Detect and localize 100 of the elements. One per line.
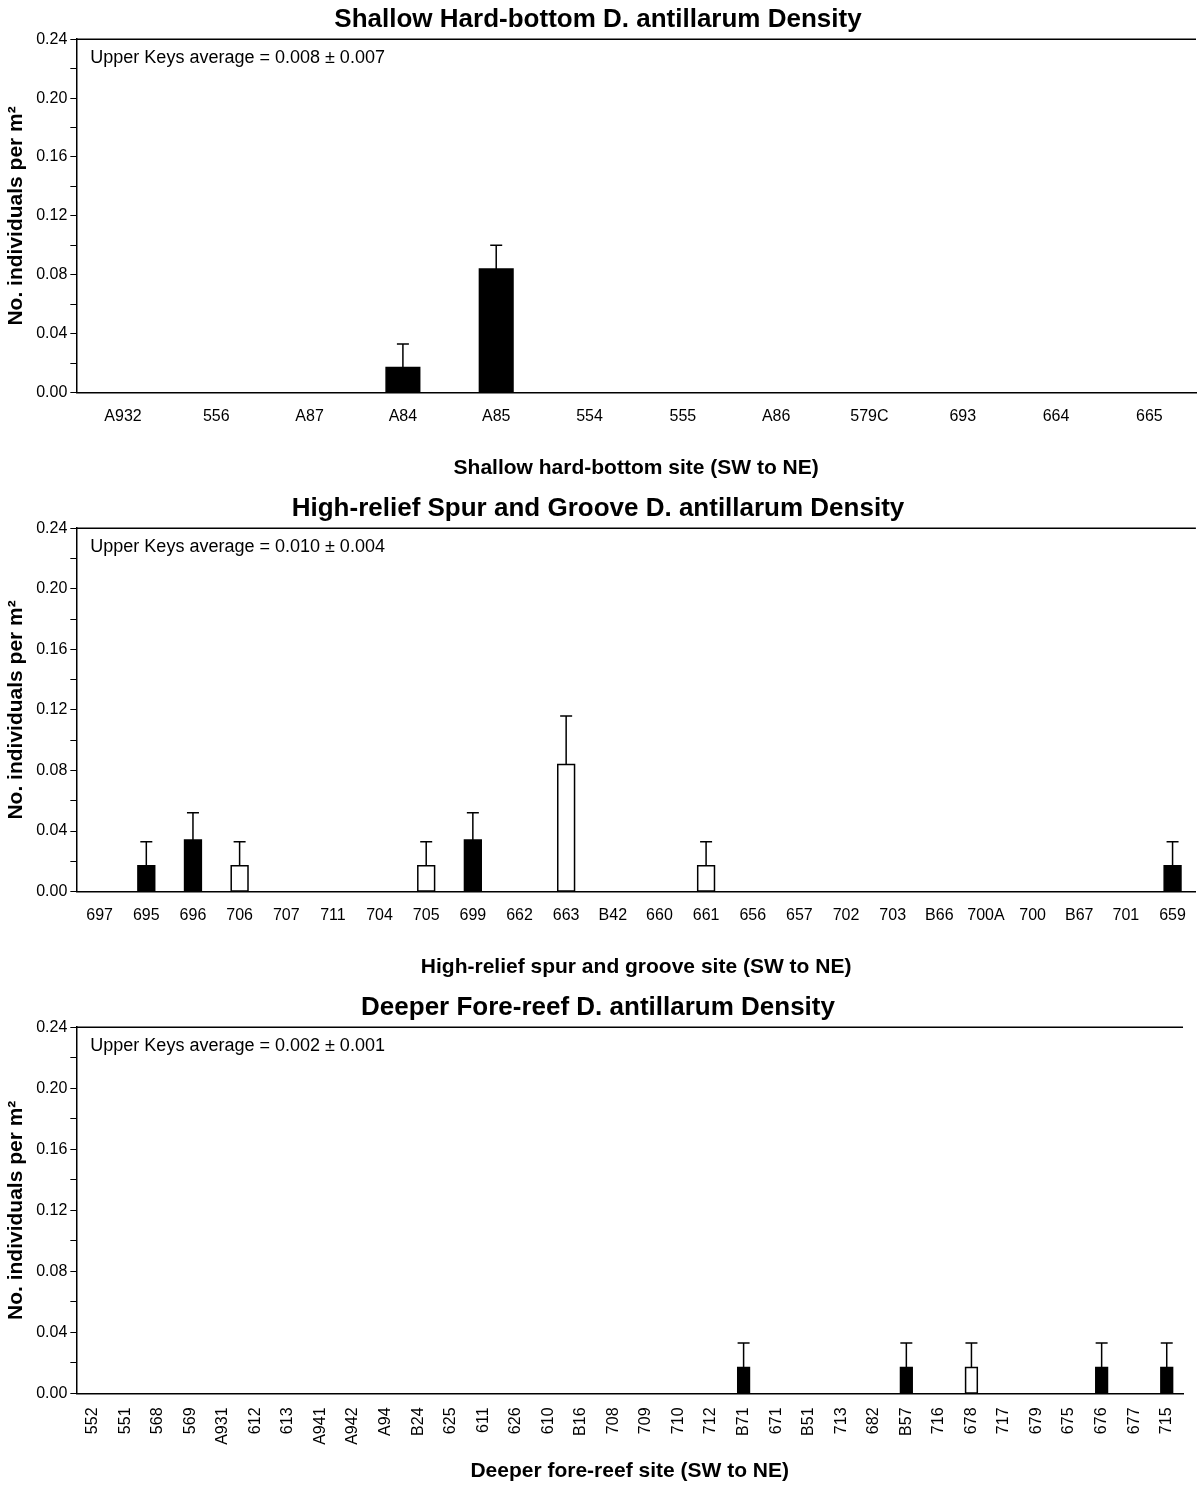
x-tick-label: 552 xyxy=(83,1407,101,1435)
annotation: Upper Keys average = 0.002 ± 0.001 xyxy=(90,1035,385,1056)
x-tick-label: 554 xyxy=(576,406,603,424)
x-tick-label: 659 xyxy=(1159,905,1187,923)
y-tick-label: 0.00 xyxy=(36,882,68,900)
x-tick-label: B24 xyxy=(408,1407,426,1436)
x-tick-label: B42 xyxy=(598,905,628,923)
y-axis-title: No. individuals per m² xyxy=(3,106,27,326)
x-tick-label: 610 xyxy=(538,1407,556,1435)
x-tick-label: 679 xyxy=(1026,1407,1044,1435)
y-tick-label: 0.08 xyxy=(36,265,68,283)
x-tick-label: A86 xyxy=(761,406,791,424)
x-tick-label: 700A xyxy=(967,905,1005,923)
y-tick-label: 0.20 xyxy=(36,579,68,597)
x-tick-label: A87 xyxy=(295,406,324,424)
x-tick-label: 708 xyxy=(603,1407,621,1435)
chart-title: Deeper Fore-reef D. antillarum Density xyxy=(361,990,836,1021)
y-axis-title: No. individuals per m² xyxy=(3,600,27,820)
x-tick-label: 660 xyxy=(646,905,673,923)
x-tick-label: B66 xyxy=(925,905,954,923)
y-tick-label: 0.00 xyxy=(36,1383,68,1401)
x-tick-label: 569 xyxy=(180,1407,198,1435)
x-tick-label: 695 xyxy=(132,905,160,923)
x-tick-label: 613 xyxy=(278,1407,296,1435)
y-tick-label: 0.24 xyxy=(36,518,68,536)
x-tick-label: 556 xyxy=(202,406,230,424)
x-tick-label: A84 xyxy=(388,406,418,424)
x-tick-label: 707 xyxy=(272,905,300,923)
x-tick-label: 717 xyxy=(994,1407,1012,1435)
x-tick-label: 676 xyxy=(1092,1407,1110,1435)
x-tick-label: 712 xyxy=(701,1407,719,1435)
x-tick-label: 715 xyxy=(1157,1407,1175,1435)
x-tick-label: A942 xyxy=(343,1407,361,1445)
x-tick-label: 612 xyxy=(245,1407,263,1435)
x-tick-label: A931 xyxy=(213,1407,231,1445)
chart-title: Shallow Hard-bottom D. antillarum Density xyxy=(334,2,863,33)
x-tick-label: A941 xyxy=(310,1407,328,1445)
x-tick-label: 700 xyxy=(1019,905,1047,923)
x-tick-label: 713 xyxy=(831,1407,849,1435)
x-tick-label: 696 xyxy=(179,905,207,923)
x-tick-label: B57 xyxy=(896,1407,914,1436)
y-tick-label: 0.20 xyxy=(36,88,68,106)
y-tick-label: 0.04 xyxy=(36,324,68,342)
annotation: Upper Keys average = 0.010 ± 0.004 xyxy=(90,536,385,557)
annotation: Upper Keys average = 0.008 ± 0.007 xyxy=(90,47,385,68)
x-tick-label: A85 xyxy=(481,406,511,424)
x-tick-label: A94 xyxy=(375,1407,393,1436)
y-tick-label: 0.00 xyxy=(36,383,68,401)
x-tick-label: 711 xyxy=(320,905,346,923)
x-tick-label: 671 xyxy=(766,1407,784,1435)
x-tick-label: 626 xyxy=(506,1407,524,1435)
x-tick-label: 701 xyxy=(1112,905,1140,923)
x-tick-label: B51 xyxy=(799,1407,817,1436)
x-axis-title: Shallow hard-bottom site (SW to NE) xyxy=(453,455,819,479)
x-tick-label: 682 xyxy=(864,1407,882,1435)
x-tick-label: 568 xyxy=(148,1407,166,1435)
x-axis-title: High-relief spur and groove site (SW to NE) xyxy=(420,954,852,978)
x-tick-label: 678 xyxy=(961,1407,979,1435)
x-tick-label: 579C xyxy=(850,406,889,424)
x-tick-label: 702 xyxy=(832,905,860,923)
y-tick-label: 0.08 xyxy=(36,760,68,778)
x-tick-label: 675 xyxy=(1059,1407,1077,1435)
y-axis-title: No. individuals per m² xyxy=(3,1100,27,1320)
x-tick-label: 709 xyxy=(636,1407,654,1435)
y-tick-label: 0.12 xyxy=(36,1200,68,1218)
y-tick-label: 0.16 xyxy=(36,147,68,165)
x-tick-label: B67 xyxy=(1065,905,1094,923)
x-tick-label: 665 xyxy=(1136,406,1163,424)
x-tick-label: B71 xyxy=(734,1407,752,1436)
y-tick-label: 0.04 xyxy=(36,1322,68,1340)
x-tick-label: 662 xyxy=(506,905,533,923)
x-axis-title: Deeper fore-reef site (SW to NE) xyxy=(470,1458,789,1482)
x-tick-label: 699 xyxy=(459,905,487,923)
x-tick-label: 697 xyxy=(86,905,114,923)
y-tick-label: 0.04 xyxy=(36,821,68,839)
x-tick-label: B16 xyxy=(571,1407,589,1436)
chart-title: High-relief Spur and Groove D. antillarum Density xyxy=(291,491,905,522)
x-tick-label: 661 xyxy=(692,905,720,923)
y-tick-label: 0.12 xyxy=(36,206,68,224)
x-tick-label: 664 xyxy=(1042,406,1070,424)
x-tick-label: 705 xyxy=(412,905,440,923)
y-tick-label: 0.12 xyxy=(36,700,68,718)
y-tick-label: 0.24 xyxy=(36,29,68,47)
x-tick-label: 657 xyxy=(786,905,813,923)
x-tick-label: 703 xyxy=(879,905,907,923)
y-tick-label: 0.24 xyxy=(36,1017,68,1035)
x-tick-label: 706 xyxy=(226,905,254,923)
y-tick-label: 0.16 xyxy=(36,1139,68,1157)
x-tick-label: 693 xyxy=(949,406,977,424)
x-tick-label: 555 xyxy=(669,406,697,424)
y-tick-label: 0.16 xyxy=(36,639,68,657)
y-tick-label: 0.08 xyxy=(36,1261,68,1279)
x-tick-label: 710 xyxy=(668,1407,686,1435)
x-tick-label: 663 xyxy=(552,905,580,923)
x-tick-label: A932 xyxy=(104,406,142,424)
x-tick-label: 611 xyxy=(473,1407,491,1433)
y-tick-label: 0.20 xyxy=(36,1078,68,1096)
x-tick-label: 656 xyxy=(739,905,767,923)
x-tick-label: 677 xyxy=(1124,1407,1142,1435)
x-tick-label: 551 xyxy=(115,1407,133,1435)
